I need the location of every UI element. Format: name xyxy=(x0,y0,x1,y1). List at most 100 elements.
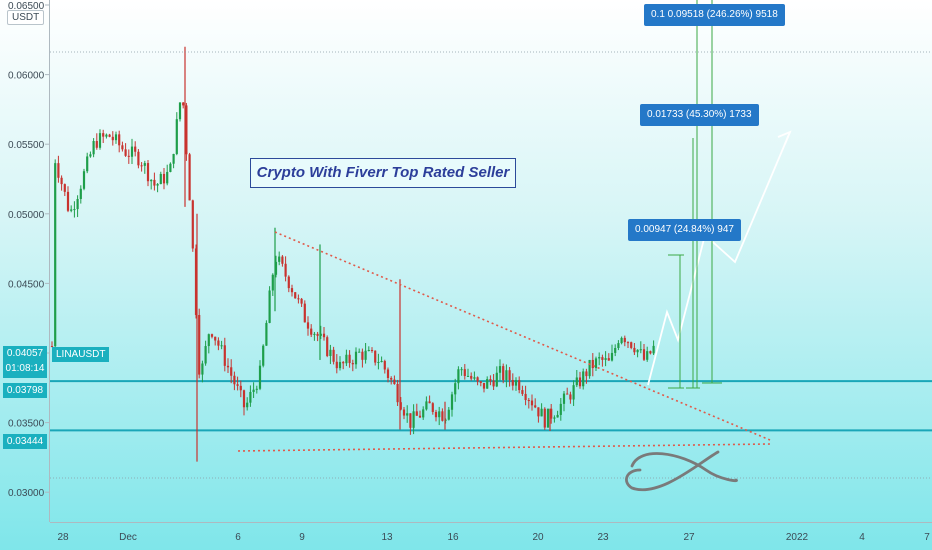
candle-body xyxy=(386,369,390,379)
candle-body xyxy=(140,165,143,167)
candle-body xyxy=(479,381,482,383)
candle-body xyxy=(646,351,649,360)
y-tick-label: 0.06500 xyxy=(8,1,45,12)
candle-body xyxy=(297,298,300,300)
candle-body xyxy=(546,408,550,428)
candle-body xyxy=(92,141,95,155)
measure-arrows xyxy=(668,0,722,389)
candle-body xyxy=(361,351,364,360)
y-tick-label: 0.05500 xyxy=(8,140,45,151)
candle-body xyxy=(566,393,569,395)
candle-body xyxy=(185,105,188,155)
candles xyxy=(50,46,655,462)
candle-body xyxy=(604,358,607,360)
candle-body xyxy=(150,179,153,182)
candle-body xyxy=(534,405,537,408)
candle-body xyxy=(454,383,457,395)
candle-body xyxy=(415,411,418,416)
candle-body xyxy=(182,102,185,106)
x-tick-label: 27 xyxy=(683,532,695,543)
candle-body xyxy=(620,337,623,344)
x-tick-label: 20 xyxy=(532,532,544,543)
candle-body xyxy=(572,385,575,400)
candle-body xyxy=(390,378,393,380)
candle-body xyxy=(274,261,278,275)
level-tag-lower: 0.03444 xyxy=(3,434,47,449)
candle-body xyxy=(502,366,505,380)
candle-body xyxy=(441,411,444,421)
level-tag-upper: 0.03798 xyxy=(3,383,47,398)
candle-body xyxy=(281,256,284,264)
candle-body xyxy=(623,337,626,343)
candle-body xyxy=(249,391,252,403)
candle-body xyxy=(434,411,438,418)
candle-body xyxy=(338,362,342,369)
candle-body xyxy=(342,362,345,364)
x-tick-label: 16 xyxy=(447,532,459,543)
candle-body xyxy=(233,375,236,385)
signature-scribble xyxy=(625,450,738,492)
candle-body xyxy=(98,133,102,148)
target-label-low[interactable]: 0.00947 (24.84%) 947 xyxy=(628,219,741,241)
candle-body xyxy=(284,263,287,277)
target-label-high[interactable]: 0.1 0.09518 (246.26%) 9518 xyxy=(644,4,785,26)
candle-body xyxy=(354,351,358,365)
candle-body xyxy=(95,141,98,148)
candle-body xyxy=(601,357,604,360)
candle-body xyxy=(428,401,431,404)
candle-body xyxy=(166,171,169,184)
candle-body xyxy=(591,359,594,369)
candle-body xyxy=(290,288,294,293)
candle-body xyxy=(524,393,527,401)
candle-body xyxy=(457,369,460,384)
support-trendline xyxy=(237,443,771,452)
candle-body xyxy=(63,184,66,192)
target-label-mid[interactable]: 0.01733 (45.30%) 1733 xyxy=(640,104,759,126)
time-axis: 28 Dec 6 9 13 16 20 23 27 2022 4 7 xyxy=(50,522,932,543)
candle-body xyxy=(322,333,326,338)
candle-body xyxy=(214,336,217,341)
candle-body xyxy=(553,417,556,419)
x-tick-label: 13 xyxy=(381,532,393,543)
candle-body xyxy=(66,191,70,211)
candle-body xyxy=(335,361,338,369)
candle-body xyxy=(57,163,60,178)
candle-body xyxy=(201,363,204,375)
candle-body xyxy=(521,390,524,394)
candle-body xyxy=(207,334,210,347)
candle-body xyxy=(649,351,652,354)
candle-body xyxy=(383,361,386,370)
candle-body xyxy=(556,414,559,418)
candle-body xyxy=(73,209,76,211)
candle-body xyxy=(271,274,274,291)
candle-body xyxy=(111,136,114,141)
candle-body xyxy=(162,173,166,184)
x-tick-label: 28 xyxy=(57,532,69,543)
candle-body xyxy=(54,163,57,347)
candle-body xyxy=(326,337,329,357)
annotation-title[interactable]: Crypto With Fiverr Top Rated Seller xyxy=(250,158,516,188)
candle-body xyxy=(527,400,530,402)
candle-body xyxy=(118,134,121,146)
candle-body xyxy=(345,354,348,364)
candle-body xyxy=(226,365,230,368)
candle-body xyxy=(486,379,489,389)
candle-body xyxy=(537,407,540,417)
candle-body xyxy=(102,133,105,137)
candle-body xyxy=(351,362,354,365)
x-tick-label: Dec xyxy=(119,532,137,543)
candle-body xyxy=(255,388,258,390)
current-price-value: 0.04057 xyxy=(6,348,44,359)
candle-body xyxy=(60,177,63,185)
symbol-tag: LINAUSDT xyxy=(52,347,110,362)
current-price-tag: 0.04057 01:08:14 xyxy=(3,346,47,378)
candle-body xyxy=(268,290,271,323)
usdt-badge[interactable]: USDT xyxy=(7,10,45,25)
candle-body xyxy=(370,349,374,351)
candle-body xyxy=(252,389,255,392)
candle-body xyxy=(463,369,466,377)
candle-body xyxy=(70,209,73,211)
y-tick-label: 0.06000 xyxy=(8,71,45,82)
candle-body xyxy=(540,408,543,417)
